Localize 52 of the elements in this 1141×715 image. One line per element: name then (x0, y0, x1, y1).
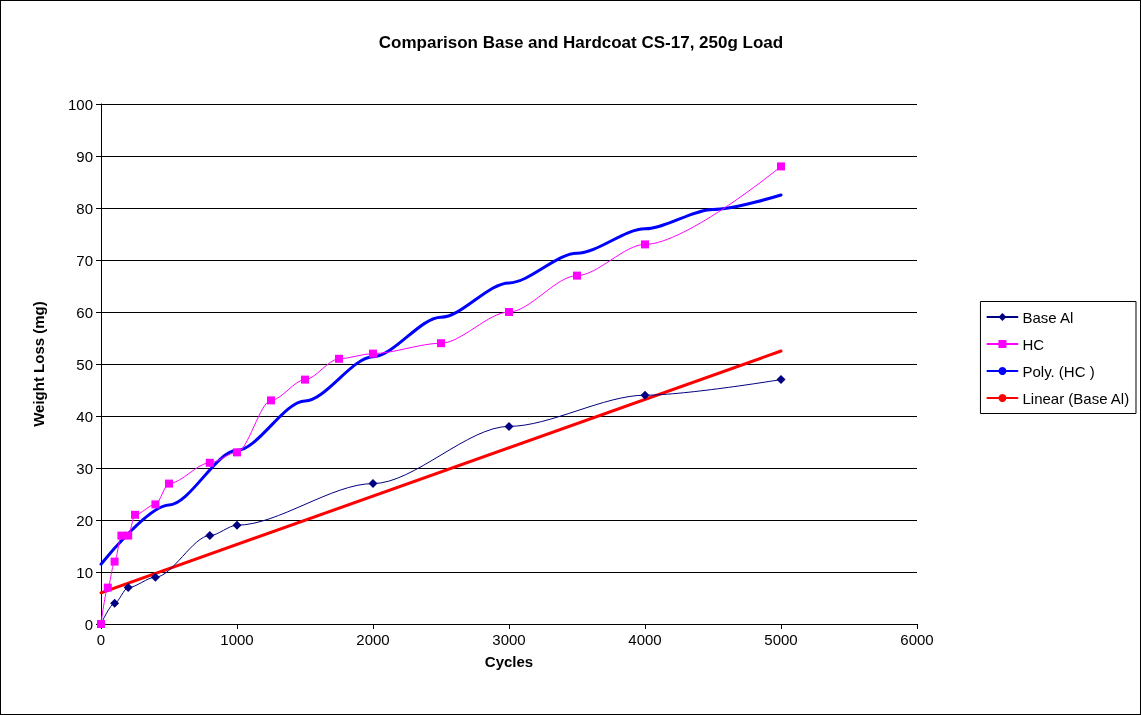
point (335, 354, 343, 363)
y-tick-label: 10 (76, 563, 93, 581)
x-tick-label: 3000 (492, 631, 526, 648)
x-tick-label: 0 (96, 631, 106, 648)
y-tick-label: 60 (76, 303, 93, 321)
point (573, 271, 581, 280)
y-tick-label: 0 (84, 615, 93, 633)
y-tick-label: 90 (76, 147, 93, 165)
point (124, 531, 133, 540)
point (505, 308, 513, 316)
x-tick-label: 5000 (764, 631, 798, 648)
x-tick-label: 4000 (628, 631, 662, 648)
point (150, 572, 160, 582)
point (131, 510, 139, 519)
point (103, 583, 112, 592)
point (641, 240, 649, 249)
point (368, 479, 378, 489)
point (504, 421, 514, 431)
line-series (99, 193, 783, 566)
point (777, 162, 785, 171)
point (369, 349, 377, 358)
y-tick-label: 80 (76, 199, 93, 217)
x-tick-label: 2000 (356, 631, 390, 648)
point (110, 598, 120, 608)
point (640, 390, 650, 400)
x-tick-label: 1000 (220, 631, 254, 648)
point (233, 448, 241, 457)
legend-label: Base Al (1022, 308, 1074, 326)
y-tick-label: 40 (76, 407, 93, 425)
legend-label: Linear (Base Al) (1022, 389, 1130, 407)
point (232, 520, 242, 530)
y-tick-label: 20 (76, 511, 93, 529)
x-axis-title: Cycles (484, 653, 534, 670)
point (205, 531, 215, 541)
point (165, 479, 173, 488)
point (437, 339, 445, 348)
point (123, 583, 133, 593)
point (205, 458, 214, 467)
y-tick-label: 30 (76, 459, 93, 477)
y-axis-title: Weight Loss (mg) (30, 301, 47, 427)
point (267, 396, 275, 405)
y-tick-label: 70 (76, 251, 93, 269)
point (151, 500, 160, 509)
chart-title: Comparison Base and Hardcoat CS-17, 250g Load (378, 33, 784, 52)
point (110, 557, 119, 566)
legend-label: HC (1022, 335, 1045, 353)
point (301, 375, 309, 384)
x-tick-label: 6000 (900, 631, 934, 648)
legend-label: Poly. (HC ) (1022, 362, 1095, 380)
point (776, 375, 786, 385)
y-tick-label: 50 (76, 355, 93, 373)
y-tick-label: 100 (67, 95, 93, 113)
